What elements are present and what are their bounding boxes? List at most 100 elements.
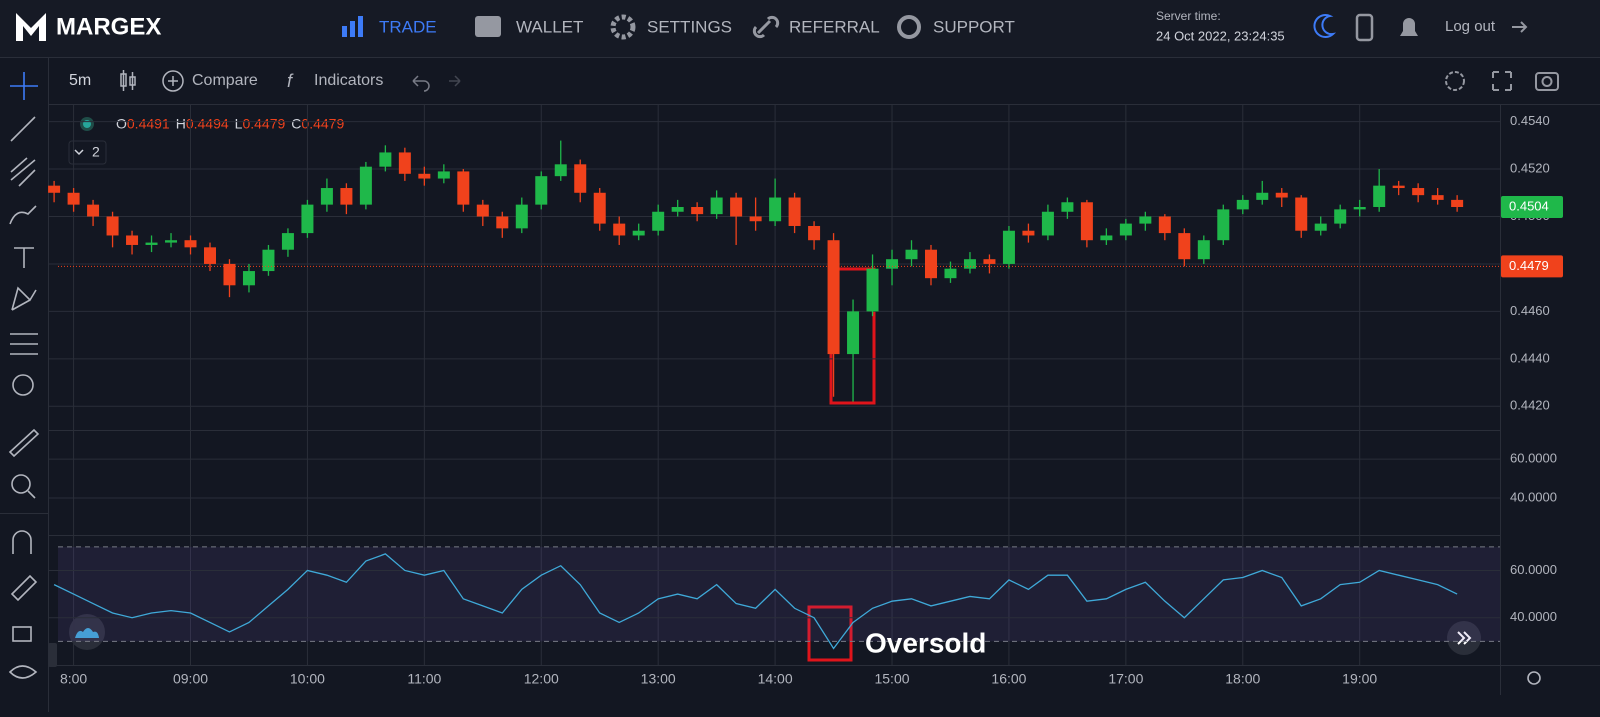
app-icon[interactable] <box>1355 13 1374 42</box>
annotation: Oversold <box>865 627 986 658</box>
support-icon[interactable] <box>897 15 921 39</box>
y-tick-label: 60.0000 <box>1510 562 1557 577</box>
candle-body <box>1314 223 1327 231</box>
crosshair-tool[interactable] <box>10 72 38 100</box>
candle-body <box>730 197 743 217</box>
y-tick-label: 0.4520 <box>1510 160 1550 175</box>
fib-tool[interactable] <box>10 157 36 187</box>
wallet-icon[interactable] <box>475 16 501 37</box>
camera-icon[interactable] <box>1541 76 1553 87</box>
collapse-button[interactable] <box>68 140 107 165</box>
candle-body <box>106 216 119 236</box>
candle-body <box>1451 199 1464 208</box>
theme-icon[interactable] <box>1313 14 1337 38</box>
candle-body <box>613 223 626 236</box>
undo-icon[interactable] <box>412 75 430 92</box>
y-tick-label: 0.4540 <box>1510 113 1550 128</box>
line-tool[interactable] <box>10 116 36 142</box>
candle-body <box>281 233 294 250</box>
candle-body <box>1197 240 1210 260</box>
chart-type-icon[interactable] <box>120 70 136 91</box>
fullscreen-icon[interactable] <box>1492 71 1512 91</box>
compare-icon[interactable] <box>162 70 184 92</box>
prediction-tool[interactable] <box>10 333 38 355</box>
candle-body <box>379 152 392 167</box>
candle-body <box>87 204 100 217</box>
sidebar-toggle[interactable] <box>48 643 57 667</box>
nav-item[interactable]: SETTINGS <box>647 17 732 36</box>
candle-body <box>710 197 723 215</box>
ohlc-value: 0.4479 <box>242 116 285 132</box>
candle-body <box>535 176 548 205</box>
logout-icon[interactable] <box>1512 21 1528 33</box>
scroll-icon[interactable] <box>1457 631 1472 645</box>
ohlc-value: 0.4491 <box>127 116 170 132</box>
candle-body <box>340 188 353 205</box>
compare[interactable]: Compare <box>192 72 258 89</box>
highlight-box <box>807 605 853 662</box>
zoom-tool[interactable] <box>11 474 31 494</box>
compare-icon[interactable] <box>168 76 178 86</box>
settings-icon[interactable] <box>1445 71 1465 91</box>
axis-settings-icon[interactable] <box>1527 671 1541 685</box>
bell-icon[interactable] <box>1400 18 1418 36</box>
interval[interactable]: 5m <box>69 72 91 89</box>
candle-body <box>886 259 899 269</box>
camera-icon[interactable] <box>1535 72 1559 91</box>
y-tick-label: 0.4440 <box>1510 350 1550 365</box>
x-tick-label: 14:00 <box>758 671 793 687</box>
collapse-icon[interactable] <box>74 149 84 156</box>
indicators[interactable]: Indicators <box>314 72 383 89</box>
candle-body <box>1080 202 1093 241</box>
candle-body <box>1275 192 1288 198</box>
text-tool[interactable] <box>14 247 34 268</box>
magnet-tool[interactable] <box>12 530 32 554</box>
candle-body <box>48 185 61 193</box>
candle-body <box>1236 199 1249 210</box>
candle-body <box>924 249 937 279</box>
brush-tool[interactable] <box>9 205 37 225</box>
logo[interactable]: MARGEX <box>56 13 161 40</box>
nav-item[interactable]: SUPPORT <box>933 17 1015 36</box>
pattern-tool[interactable] <box>11 286 37 311</box>
candle-body <box>1256 192 1269 200</box>
lock-tool[interactable] <box>12 626 32 642</box>
emoji-tool[interactable] <box>12 374 34 396</box>
redo-icon[interactable] <box>449 75 461 87</box>
candle-body <box>1022 230 1035 236</box>
candle-body <box>1217 209 1230 241</box>
rsi-line <box>53 553 1458 650</box>
logo-button-icon[interactable] <box>75 628 99 638</box>
price-tag <box>1501 196 1563 219</box>
candle-body <box>769 197 782 222</box>
nav-item[interactable]: REFERRAL <box>789 17 880 36</box>
lock-draw-tool[interactable] <box>10 574 38 602</box>
indicators-icon[interactable]: f <box>287 71 294 91</box>
candle-body <box>262 249 275 272</box>
candle-body <box>983 259 996 264</box>
trade-icon[interactable] <box>342 16 363 37</box>
nav-item[interactable]: WALLET <box>516 17 583 36</box>
candle-body <box>1295 197 1308 231</box>
logout[interactable]: Log out <box>1445 18 1496 35</box>
collapse-count[interactable]: 2 <box>92 144 100 160</box>
settings-icon[interactable] <box>610 14 636 40</box>
price-tag-label: 0.4479 <box>1509 258 1549 273</box>
y-tick-label: 40.0000 <box>1510 489 1557 504</box>
candle-body <box>184 240 197 248</box>
zoom-tool[interactable] <box>27 490 36 499</box>
candle-body <box>476 204 489 217</box>
x-tick-label: 16:00 <box>991 671 1026 687</box>
x-tick-label: 15:00 <box>874 671 909 687</box>
candle-body <box>1431 195 1444 200</box>
ohlc-key: L <box>235 116 243 132</box>
ohlc-key: O <box>116 116 127 132</box>
ruler-tool[interactable] <box>8 428 40 458</box>
visibility-tool[interactable] <box>8 665 38 679</box>
referral-icon[interactable] <box>752 15 780 39</box>
nav-item[interactable]: TRADE <box>379 17 437 36</box>
logo-icon[interactable] <box>16 13 46 41</box>
ohlc-key: C <box>291 116 301 132</box>
y-tick-label: 60.0000 <box>1510 451 1557 466</box>
